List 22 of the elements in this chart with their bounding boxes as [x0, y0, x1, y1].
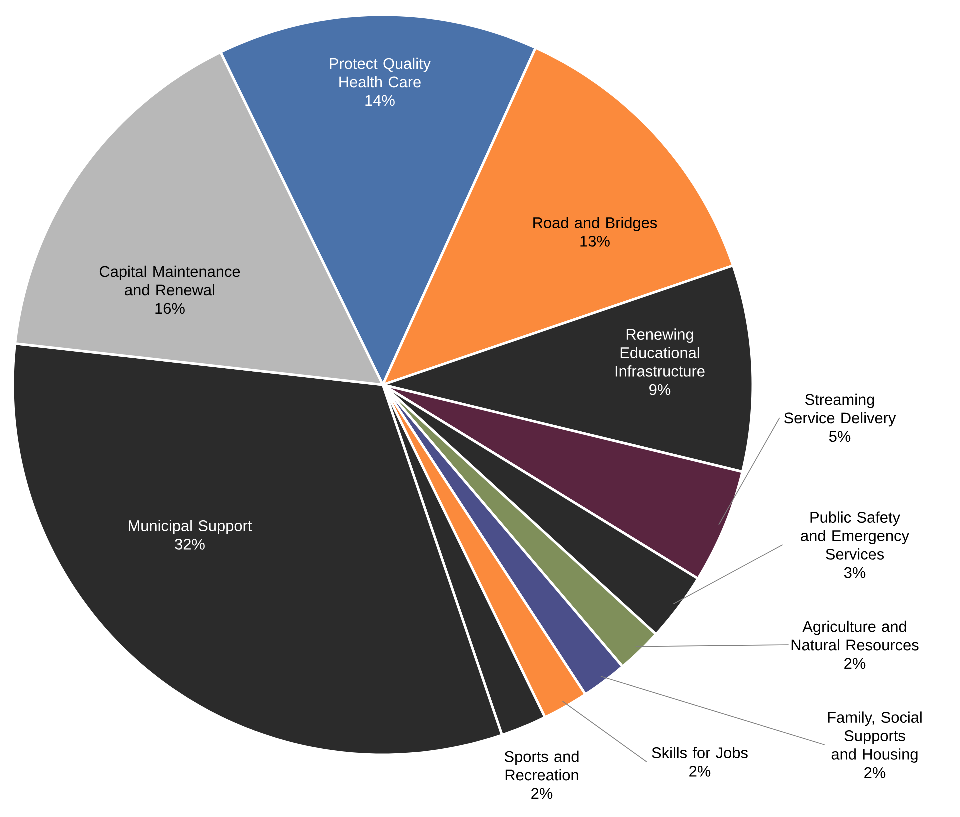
slice-label: Sports and Recreation [504, 750, 579, 781]
slice-label: Renewing Educational Infrastructure [616, 328, 705, 377]
slice-label: Road and Bridges [534, 217, 658, 232]
data-label: 9% [650, 384, 671, 396]
data-label: 14% [366, 95, 395, 106]
slice-label: Family, Social Supports and Housing [828, 712, 922, 763]
data-label: 2% [844, 658, 866, 670]
slice-label: Skills for Jobs [652, 747, 748, 758]
slice-label: Streaming Service Delivery [784, 394, 896, 427]
data-label: 2% [864, 767, 886, 778]
data-label: 5% [829, 431, 851, 442]
data-label: 3% [844, 567, 866, 578]
data-label: 32% [175, 538, 205, 550]
data-label: 13% [580, 236, 610, 247]
slice-label: Protect Quality Health Care [330, 58, 432, 88]
data-label: 2% [690, 766, 711, 777]
data-label: 2% [532, 788, 553, 800]
slice-label: Public Safety and Emergency Services [801, 512, 910, 560]
data-label: 16% [156, 303, 185, 314]
slice-label: Municipal Support [129, 520, 252, 534]
slice-label: Capital Maintenance and Renewal [100, 266, 240, 296]
slice-label: Agriculture and Natural Resources [792, 620, 919, 651]
